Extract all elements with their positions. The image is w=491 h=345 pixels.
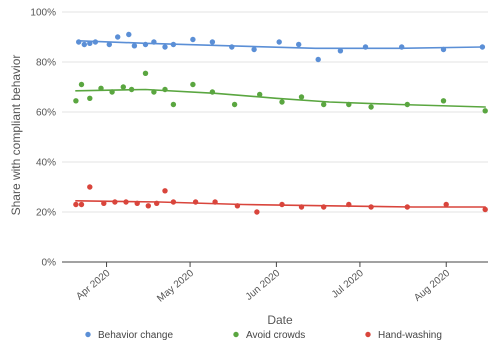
data-point: [298, 94, 305, 100]
data-point: [170, 41, 177, 48]
data-point: [162, 86, 168, 93]
data-point: [296, 41, 302, 48]
data-point: [190, 36, 196, 43]
data-point: [298, 204, 305, 210]
gridlines: [62, 11, 488, 263]
trend-lines: [75, 39, 487, 208]
data-point: [279, 201, 285, 208]
data-point: [315, 56, 321, 63]
y-axis-title: Share with compliant behavior: [9, 55, 23, 216]
data-point: [234, 203, 241, 209]
x-tick-label: Jun 2020: [244, 268, 283, 303]
trend-line: [77, 39, 484, 50]
data-point: [92, 39, 99, 45]
y-tick-label: 60%: [36, 108, 56, 119]
data-point: [254, 209, 260, 215]
data-point: [212, 199, 218, 205]
y-tick-label: 80%: [36, 58, 56, 69]
data-point: [337, 48, 344, 54]
data-point: [209, 89, 216, 95]
data-point: [251, 46, 257, 53]
legend-label: Hand-washing: [378, 330, 442, 341]
data-point: [368, 104, 374, 110]
x-tick-label: Apr 2020: [74, 268, 112, 303]
x-tick-label: May 2020: [155, 268, 196, 305]
data-point: [162, 188, 168, 194]
data-point: [142, 41, 149, 48]
data-point: [142, 70, 149, 77]
data-point: [170, 199, 177, 205]
y-tick-label: 20%: [36, 208, 56, 219]
data-point: [78, 201, 85, 208]
data-point: [106, 41, 113, 48]
data-point: [276, 39, 282, 45]
data-points: [73, 31, 488, 215]
data-point: [101, 200, 107, 206]
data-point: [87, 40, 93, 46]
y-tick-label: 0%: [42, 258, 57, 269]
legend-marker: [233, 331, 239, 338]
legend-marker: [85, 331, 91, 338]
data-point: [482, 108, 488, 114]
data-point: [257, 91, 263, 98]
data-point: [131, 43, 138, 49]
data-point: [209, 39, 216, 45]
data-point: [479, 44, 486, 50]
data-point: [192, 199, 199, 205]
data-point: [190, 81, 196, 88]
x-tick-label: Aug 2020: [412, 268, 452, 304]
data-point: [229, 44, 235, 50]
data-point: [162, 44, 168, 50]
data-point: [404, 204, 410, 210]
data-point: [123, 199, 129, 205]
data-point: [346, 201, 352, 208]
data-point: [279, 99, 285, 105]
data-point: [134, 200, 140, 206]
data-point: [321, 204, 327, 210]
data-point: [120, 84, 127, 90]
data-point: [78, 81, 85, 88]
x-axis-title: Date: [267, 313, 293, 327]
trend-line: [75, 88, 487, 108]
axes: Date Share with compliant behavior 0% 20%…: [9, 8, 452, 328]
legend-label: Behavior change: [98, 330, 173, 341]
data-point: [81, 41, 88, 48]
data-point: [151, 39, 157, 45]
data-point: [73, 98, 79, 104]
data-point: [482, 206, 488, 213]
data-point: [170, 101, 177, 108]
data-point: [98, 85, 104, 92]
trend-line: [75, 200, 487, 208]
data-point: [151, 89, 157, 95]
data-point: [362, 44, 369, 50]
x-tick-label: Jul 2020: [330, 268, 366, 301]
y-tick-label: 100%: [30, 8, 56, 19]
data-point: [154, 200, 160, 206]
data-point: [76, 39, 82, 45]
data-point: [440, 98, 447, 104]
data-point: [399, 44, 405, 50]
legend-marker: [365, 331, 371, 338]
data-point: [109, 89, 115, 95]
data-point: [443, 201, 449, 208]
data-point: [73, 201, 79, 208]
data-point: [404, 101, 410, 108]
legend: Behavior change Avoid crowds Hand-washing: [85, 330, 442, 341]
legend-label: Avoid crowds: [246, 330, 305, 341]
data-point: [321, 101, 327, 108]
data-point: [231, 101, 238, 108]
data-point: [115, 34, 121, 40]
data-point: [346, 101, 352, 108]
data-point: [145, 203, 151, 209]
y-tick-label: 40%: [36, 158, 56, 169]
data-point: [112, 199, 118, 205]
data-point: [440, 46, 447, 53]
data-point: [368, 204, 374, 210]
data-point: [87, 95, 93, 102]
data-point: [128, 86, 135, 93]
data-point: [126, 31, 132, 38]
data-point: [87, 184, 93, 190]
